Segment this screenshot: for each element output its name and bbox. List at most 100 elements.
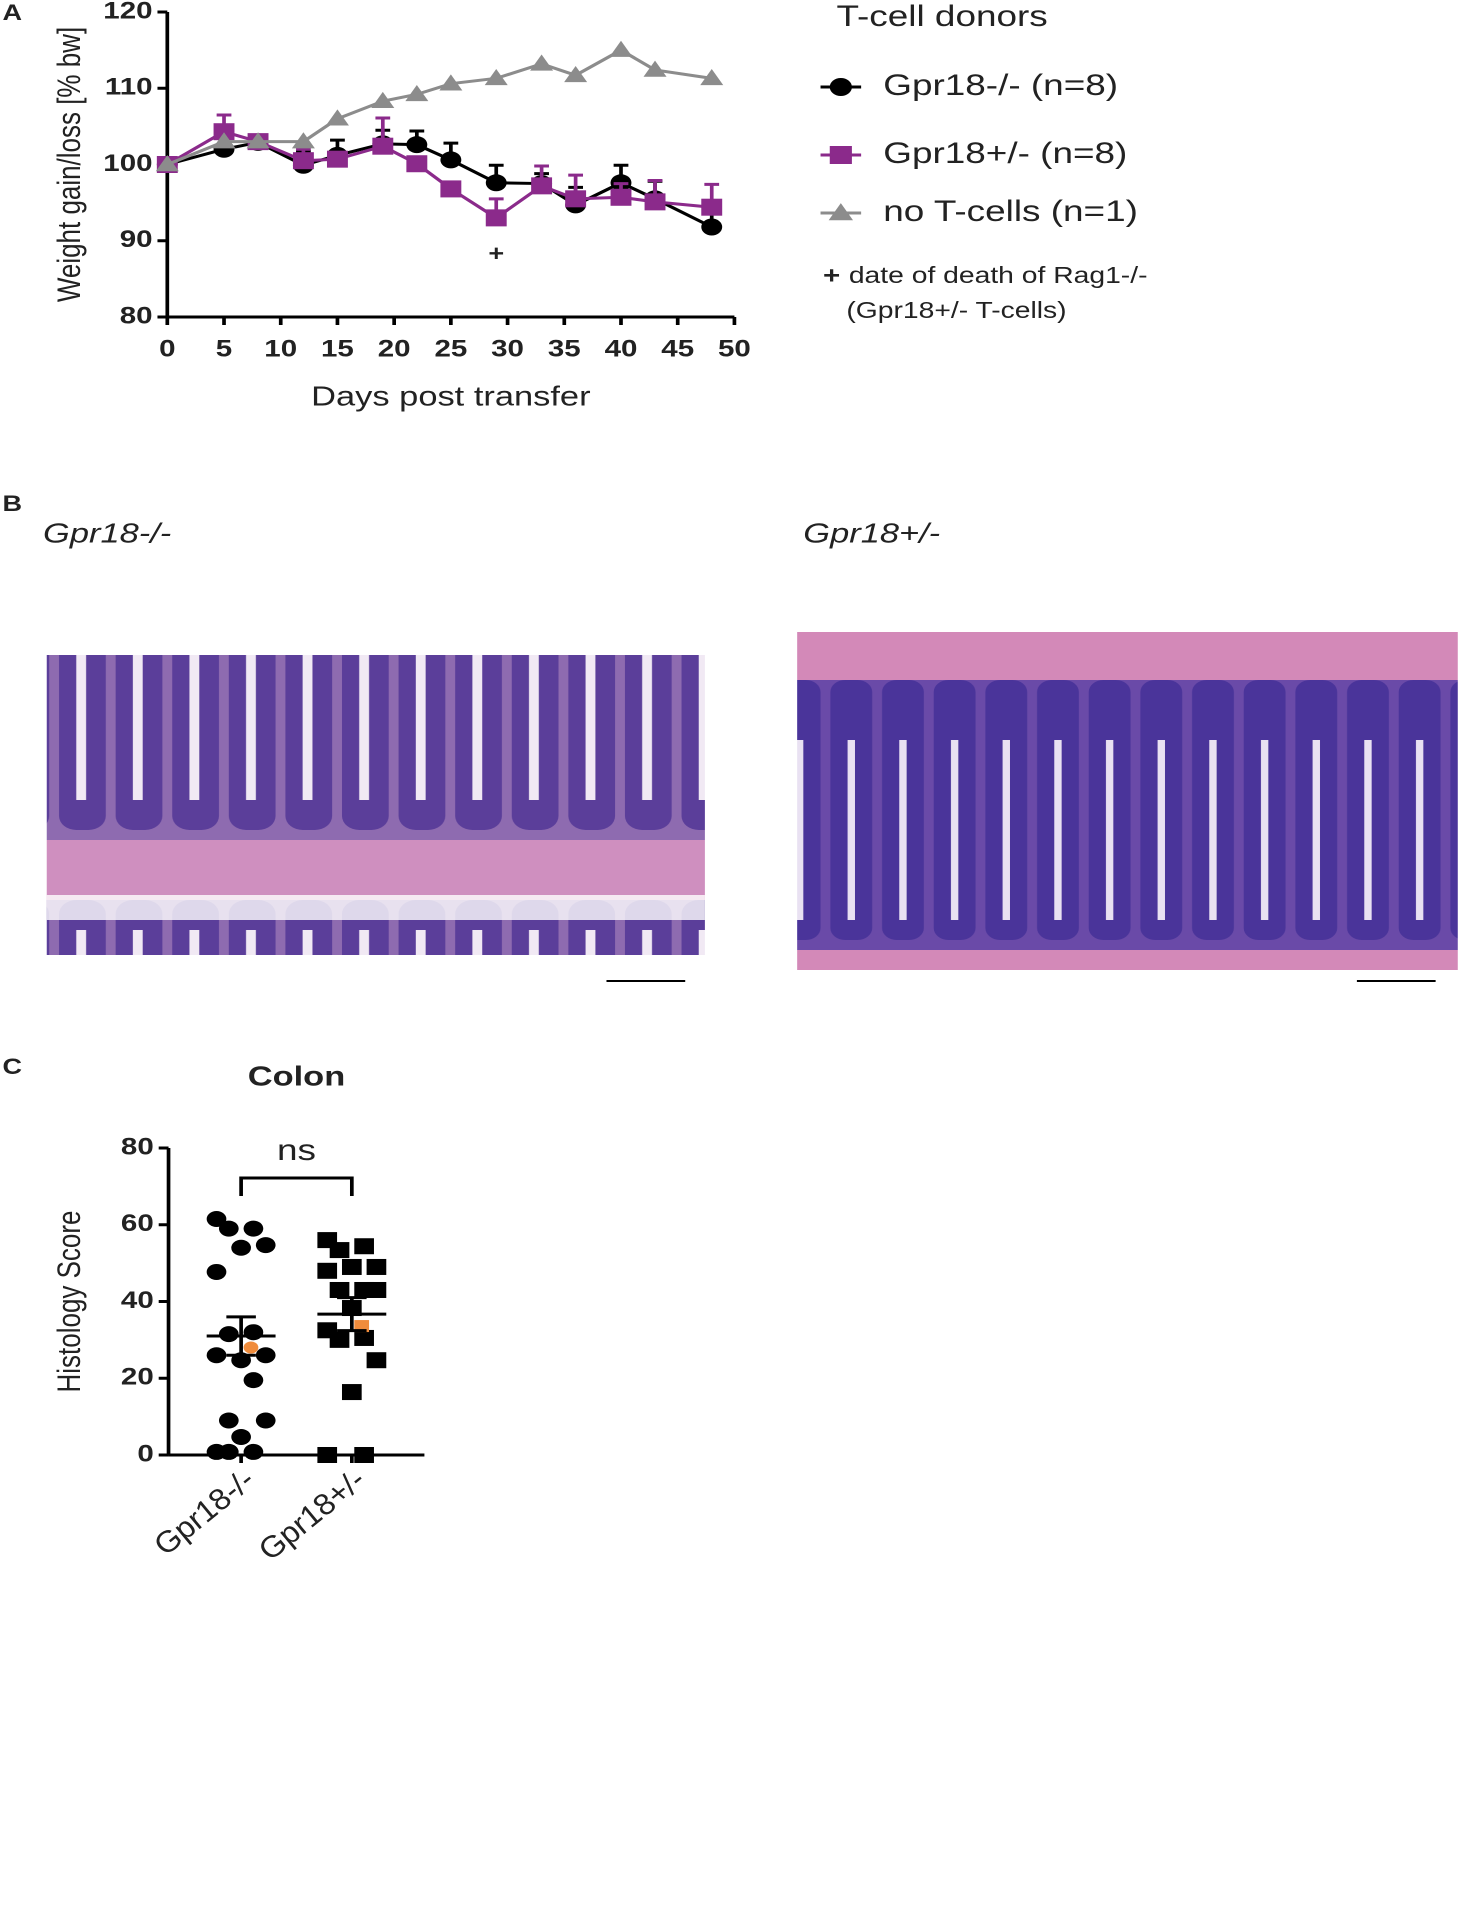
marker <box>643 60 667 77</box>
marker <box>341 1384 362 1401</box>
y-tick-label: 80 <box>121 1133 154 1160</box>
marker <box>206 1263 227 1280</box>
marker <box>829 146 852 164</box>
marker <box>530 54 554 71</box>
note-line: date of death of Rag1-/- <box>849 263 1148 288</box>
x-axis-label: Days post transfer <box>311 380 590 411</box>
marker <box>485 209 507 227</box>
marker <box>246 132 270 149</box>
annotation: + <box>488 242 504 266</box>
marker <box>317 1447 338 1463</box>
marker <box>485 174 507 192</box>
y-tick-label: 0 <box>137 1440 153 1467</box>
marker <box>243 1372 264 1389</box>
marker <box>218 1443 239 1460</box>
marker <box>255 1237 276 1254</box>
chart-title: Colon <box>248 1060 346 1091</box>
marker <box>243 1341 259 1354</box>
y-axis-label: Histology Score <box>52 1211 87 1393</box>
x-tick-label: 35 <box>548 335 581 362</box>
marker <box>484 68 508 86</box>
sem-bar <box>337 1296 367 1333</box>
marker <box>405 85 429 102</box>
x-tick-label: 10 <box>264 335 297 362</box>
y-tick-label: 120 <box>103 0 152 24</box>
note-symbol: + <box>823 262 840 289</box>
marker <box>329 1242 350 1259</box>
marker <box>366 1258 387 1275</box>
marker <box>243 1324 264 1341</box>
legend-entry: no T-cells (n=1) <box>883 195 1138 228</box>
y-tick-label: 80 <box>120 302 153 329</box>
marker <box>440 151 462 169</box>
x-tick-label: Gpr18+/- <box>250 1465 374 1566</box>
marker <box>317 1262 338 1279</box>
marker <box>329 1331 350 1348</box>
panel-label: C <box>2 1055 22 1079</box>
x-tick-label: 15 <box>321 335 354 362</box>
marker <box>255 1347 276 1364</box>
panel-b: B Gpr18-/- Gpr18+/- <box>2 492 1458 982</box>
x-tick-label: 50 <box>718 335 751 362</box>
y-axis-label: Weight gain/loss [% bw] <box>52 27 87 302</box>
marker <box>701 218 723 236</box>
marker <box>243 1443 264 1460</box>
marker <box>406 136 428 154</box>
significance-bracket <box>239 1176 354 1196</box>
marker <box>565 190 587 208</box>
marker <box>212 132 236 149</box>
panel-label: A <box>2 1 22 25</box>
y-tick-label: 100 <box>103 149 152 176</box>
marker <box>243 1220 264 1237</box>
x-tick-label: 40 <box>605 335 638 362</box>
histology-image <box>797 632 1458 970</box>
marker <box>354 1447 374 1463</box>
y-tick-label: 110 <box>105 73 153 100</box>
x-tick-label: 30 <box>491 335 524 362</box>
marker <box>218 1326 239 1343</box>
marker <box>700 68 724 86</box>
legend-title: T-cell donors <box>837 0 1048 33</box>
marker <box>206 1210 227 1227</box>
marker <box>213 123 235 141</box>
marker <box>291 132 315 149</box>
y-tick-label: 60 <box>121 1210 154 1237</box>
x-tick-label: 25 <box>434 335 467 362</box>
marker <box>231 1428 251 1445</box>
significance-label: ns <box>277 1134 316 1167</box>
marker <box>206 1347 227 1364</box>
marker <box>439 74 463 91</box>
marker <box>644 193 666 211</box>
marker <box>701 198 723 216</box>
x-tick-label: 0 <box>159 335 175 362</box>
marker <box>326 150 348 168</box>
marker <box>354 1238 374 1255</box>
marker <box>371 91 395 109</box>
x-tick-label: Gpr18-/- <box>145 1465 263 1561</box>
marker <box>354 1329 374 1346</box>
marker <box>366 1352 387 1369</box>
marker <box>440 180 462 198</box>
marker <box>329 1281 350 1298</box>
marker <box>372 137 394 155</box>
y-tick-label: 90 <box>120 226 153 253</box>
marker <box>218 1220 239 1237</box>
x-tick-label: 20 <box>378 335 411 362</box>
marker <box>828 203 854 221</box>
x-tick-label: 45 <box>661 335 694 362</box>
y-tick-label: 40 <box>121 1286 154 1313</box>
image-label: Gpr18+/- <box>803 517 940 548</box>
legend-entry: Gpr18-/- (n=8) <box>883 69 1118 102</box>
marker <box>609 40 633 57</box>
marker <box>610 188 632 206</box>
marker <box>531 177 553 195</box>
marker <box>231 1239 251 1256</box>
y-tick-label: 20 <box>121 1363 154 1390</box>
marker <box>255 1412 276 1429</box>
sem-bar <box>226 1315 256 1357</box>
note-line: (Gpr18+/- T-cells) <box>846 298 1066 323</box>
marker <box>292 152 314 170</box>
marker <box>829 78 852 96</box>
